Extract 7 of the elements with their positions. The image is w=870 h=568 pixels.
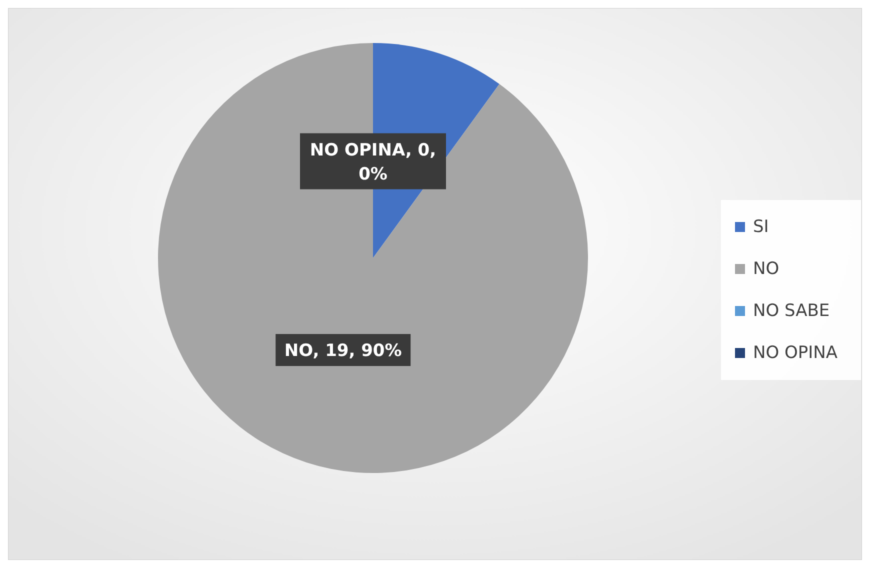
legend-label: NO OPINA [753, 343, 838, 363]
legend-label: NO [753, 259, 780, 279]
text: NO OPINA, 0, 0% [310, 140, 436, 184]
data-label: NO, 19, 90% [284, 341, 402, 362]
legend-label: NO SABE [753, 301, 830, 321]
pie-slice [158, 43, 588, 473]
legend-label: SI [753, 217, 769, 237]
